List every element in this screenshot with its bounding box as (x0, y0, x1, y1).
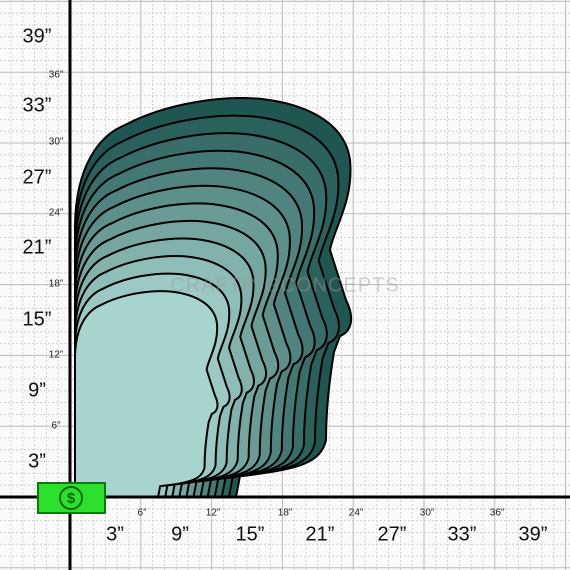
y-minor-label: 6” (52, 421, 61, 432)
x-minor-label: 24” (349, 508, 363, 519)
y-major-label: 3” (28, 450, 46, 472)
x-major-label: 39” (519, 523, 548, 545)
axis-labels: 3” 9” 15” 21” 27” 33” 39” 6” 12” 18” 24” 30” 36” 3” 9”… (23, 25, 548, 545)
x-minor-label: 30” (420, 508, 434, 519)
y-minor-label: 30” (49, 137, 63, 148)
head-silhouettes (73, 97, 353, 499)
badge-circle (59, 486, 83, 510)
y-major-label: 39” (23, 25, 52, 47)
y-minor-label: 18” (49, 279, 63, 290)
x-major-label: 33” (448, 523, 477, 545)
x-minor-label: 6” (138, 508, 147, 519)
watermark: CRAFTINGCONCEPTS (170, 274, 399, 296)
y-major-label: 9” (28, 379, 46, 401)
x-major-label: 9” (171, 523, 189, 545)
x-major-label: 21” (306, 523, 335, 545)
y-minor-label: 12” (49, 350, 63, 361)
x-major-label: 3” (106, 523, 124, 545)
y-major-label: 21” (23, 236, 52, 258)
money-badge: $ (37, 482, 106, 514)
x-major-label: 27” (378, 523, 407, 545)
x-major-label: 15” (236, 523, 265, 545)
head-layer (74, 290, 219, 498)
y-minor-label: 36” (49, 70, 63, 81)
y-minor-label: 24” (49, 208, 63, 219)
badge-symbol: $ (67, 490, 76, 507)
y-major-label: 27” (23, 166, 52, 188)
y-major-label: 15” (23, 308, 52, 330)
x-minor-label: 12” (206, 508, 220, 519)
y-major-label: 33” (23, 94, 52, 116)
x-minor-label: 18” (278, 508, 292, 519)
x-minor-label: 36” (490, 508, 504, 519)
